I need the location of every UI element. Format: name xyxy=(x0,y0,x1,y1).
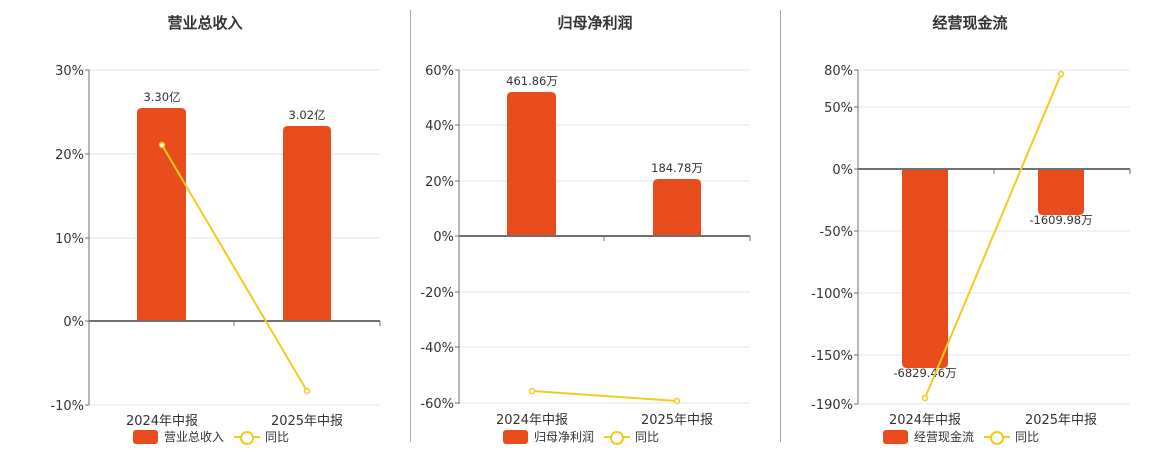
y-axis-tick-label: 40% xyxy=(425,119,454,134)
x-axis-category-label: 2024年中报 xyxy=(889,413,961,428)
yoy-point xyxy=(673,397,681,405)
y-axis-tick-label: 20% xyxy=(55,148,84,163)
y-axis-tick-label: 30% xyxy=(55,64,84,79)
bar xyxy=(902,169,948,368)
legend-bar-label: 营业总收入 xyxy=(164,430,225,444)
legend-line-label: 同比 xyxy=(265,430,290,444)
y-axis-tick-label: 0% xyxy=(63,315,84,330)
legend-net-profit[interactable]: 归母净利润 同比 xyxy=(503,428,659,445)
y-axis-tick-label: -150% xyxy=(811,349,853,364)
bar-value-label: 3.30亿 xyxy=(143,90,180,104)
legend-bar-label: 归母净利润 xyxy=(534,430,595,444)
y-axis-tick-label: -190% xyxy=(811,398,853,413)
legend-line-label: 同比 xyxy=(1015,430,1040,444)
yoy-point xyxy=(1057,70,1065,78)
yoy-line xyxy=(531,390,678,402)
y-axis-tick-label: -40% xyxy=(420,341,454,356)
yoy-line xyxy=(924,73,1062,399)
y-axis-tick-label: -50% xyxy=(819,225,853,240)
panel-separator xyxy=(780,10,781,442)
y-axis-tick-label: -60% xyxy=(420,397,454,412)
bar-legend-swatch xyxy=(503,429,528,444)
legend-operating-cashflow[interactable]: 经营现金流 同比 xyxy=(883,428,1039,445)
bar-legend-swatch xyxy=(133,429,158,444)
line-legend-icon xyxy=(984,430,1011,445)
legend-line-label: 同比 xyxy=(635,430,660,444)
chart-title-revenue: 营业总收入 xyxy=(167,14,243,32)
yoy-point xyxy=(158,141,166,149)
chart-title-net-profit: 归母净利润 xyxy=(557,14,633,32)
yoy-point xyxy=(528,387,536,395)
bar-value-label: -1609.98万 xyxy=(1029,213,1092,227)
line-legend-icon xyxy=(234,430,261,445)
x-axis-category-label: 2025年中报 xyxy=(1025,413,1097,428)
y-axis-tick-label: 10% xyxy=(55,232,84,247)
line-legend-icon xyxy=(604,430,631,445)
bar xyxy=(653,179,701,236)
x-axis-category-label: 2024年中报 xyxy=(126,414,198,429)
x-axis-category-label: 2025年中报 xyxy=(641,413,713,428)
y-axis-tick-label: 50% xyxy=(824,101,853,116)
yoy-line xyxy=(161,144,308,392)
yoy-point xyxy=(921,394,929,402)
bar xyxy=(1038,169,1084,215)
y-axis-tick-label: 0% xyxy=(832,163,853,178)
bar-value-label: -6829.46万 xyxy=(893,366,956,380)
y-axis-tick-label: 80% xyxy=(824,64,853,79)
panel-separator xyxy=(410,10,411,442)
y-axis-tick-label: 60% xyxy=(425,64,454,79)
y-axis-tick-label: -100% xyxy=(811,287,853,302)
chart-title-operating-cashflow: 经营现金流 xyxy=(932,14,1008,32)
x-axis-category-label: 2024年中报 xyxy=(496,413,568,428)
x-axis-category-label: 2025年中报 xyxy=(271,414,343,429)
bar-value-label: 461.86万 xyxy=(506,74,558,88)
legend-revenue[interactable]: 营业总收入 同比 xyxy=(133,428,289,445)
y-axis-tick-label: -10% xyxy=(50,399,84,414)
bar xyxy=(507,92,556,236)
bar xyxy=(283,126,331,321)
y-axis-tick-label: 0% xyxy=(433,230,454,245)
bar xyxy=(137,108,186,321)
y-axis-tick-label: 20% xyxy=(425,175,454,190)
y-axis-tick-label: -20% xyxy=(420,286,454,301)
yoy-point xyxy=(303,387,311,395)
bar-legend-swatch xyxy=(883,429,908,444)
bar-value-label: 184.78万 xyxy=(651,161,703,175)
bar-value-label: 3.02亿 xyxy=(288,108,325,122)
legend-bar-label: 经营现金流 xyxy=(914,430,975,444)
